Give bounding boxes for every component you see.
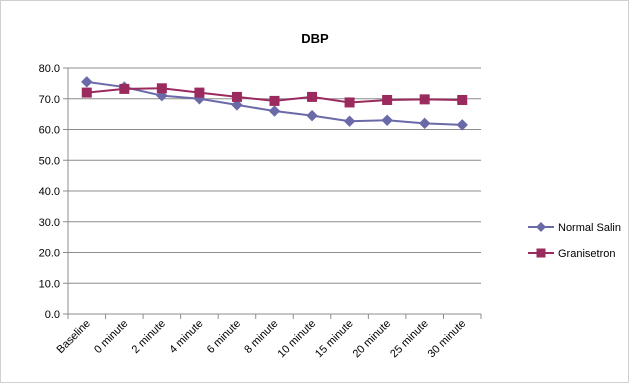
series-layer [81, 76, 468, 131]
legend-item: Normal Salin [528, 222, 621, 234]
y-tick-label: 50.0 [39, 155, 60, 167]
legend-label: Normal Salin [558, 222, 621, 234]
y-tick-label: 10.0 [39, 278, 60, 290]
data-point [268, 105, 281, 117]
data-point [119, 83, 130, 94]
data-point [231, 99, 243, 111]
chart-title: DBP [301, 31, 329, 46]
y-tick-label: 60.0 [39, 125, 60, 137]
data-point [306, 109, 318, 122]
data-point [457, 94, 468, 105]
legend: Normal Salin Granisetron [528, 222, 621, 260]
y-tick-label: 20.0 [39, 248, 60, 260]
legend-label: Granisetron [558, 248, 615, 260]
data-point [418, 117, 431, 130]
y-tick-label: 80.0 [39, 63, 60, 75]
legend-marker [536, 248, 546, 258]
y-tick-label: 70.0 [39, 94, 60, 106]
data-point [156, 83, 167, 94]
legend-marker [536, 222, 546, 232]
y-tick-label: 0.0 [45, 309, 60, 321]
data-point [81, 87, 92, 98]
data-point [269, 95, 280, 106]
data-point [343, 115, 356, 127]
y-tick-label: 30.0 [39, 217, 60, 229]
series-1 [81, 83, 468, 108]
data-point [456, 119, 468, 131]
y-tick-label: 40.0 [39, 186, 60, 198]
data-point [381, 114, 393, 126]
data-point [81, 76, 93, 88]
data-point [307, 91, 318, 102]
data-point [344, 97, 355, 108]
data-point [231, 91, 242, 102]
legend-item: Granisetron [528, 248, 615, 260]
data-point [382, 94, 393, 105]
data-point [419, 94, 430, 105]
data-point [194, 87, 205, 98]
